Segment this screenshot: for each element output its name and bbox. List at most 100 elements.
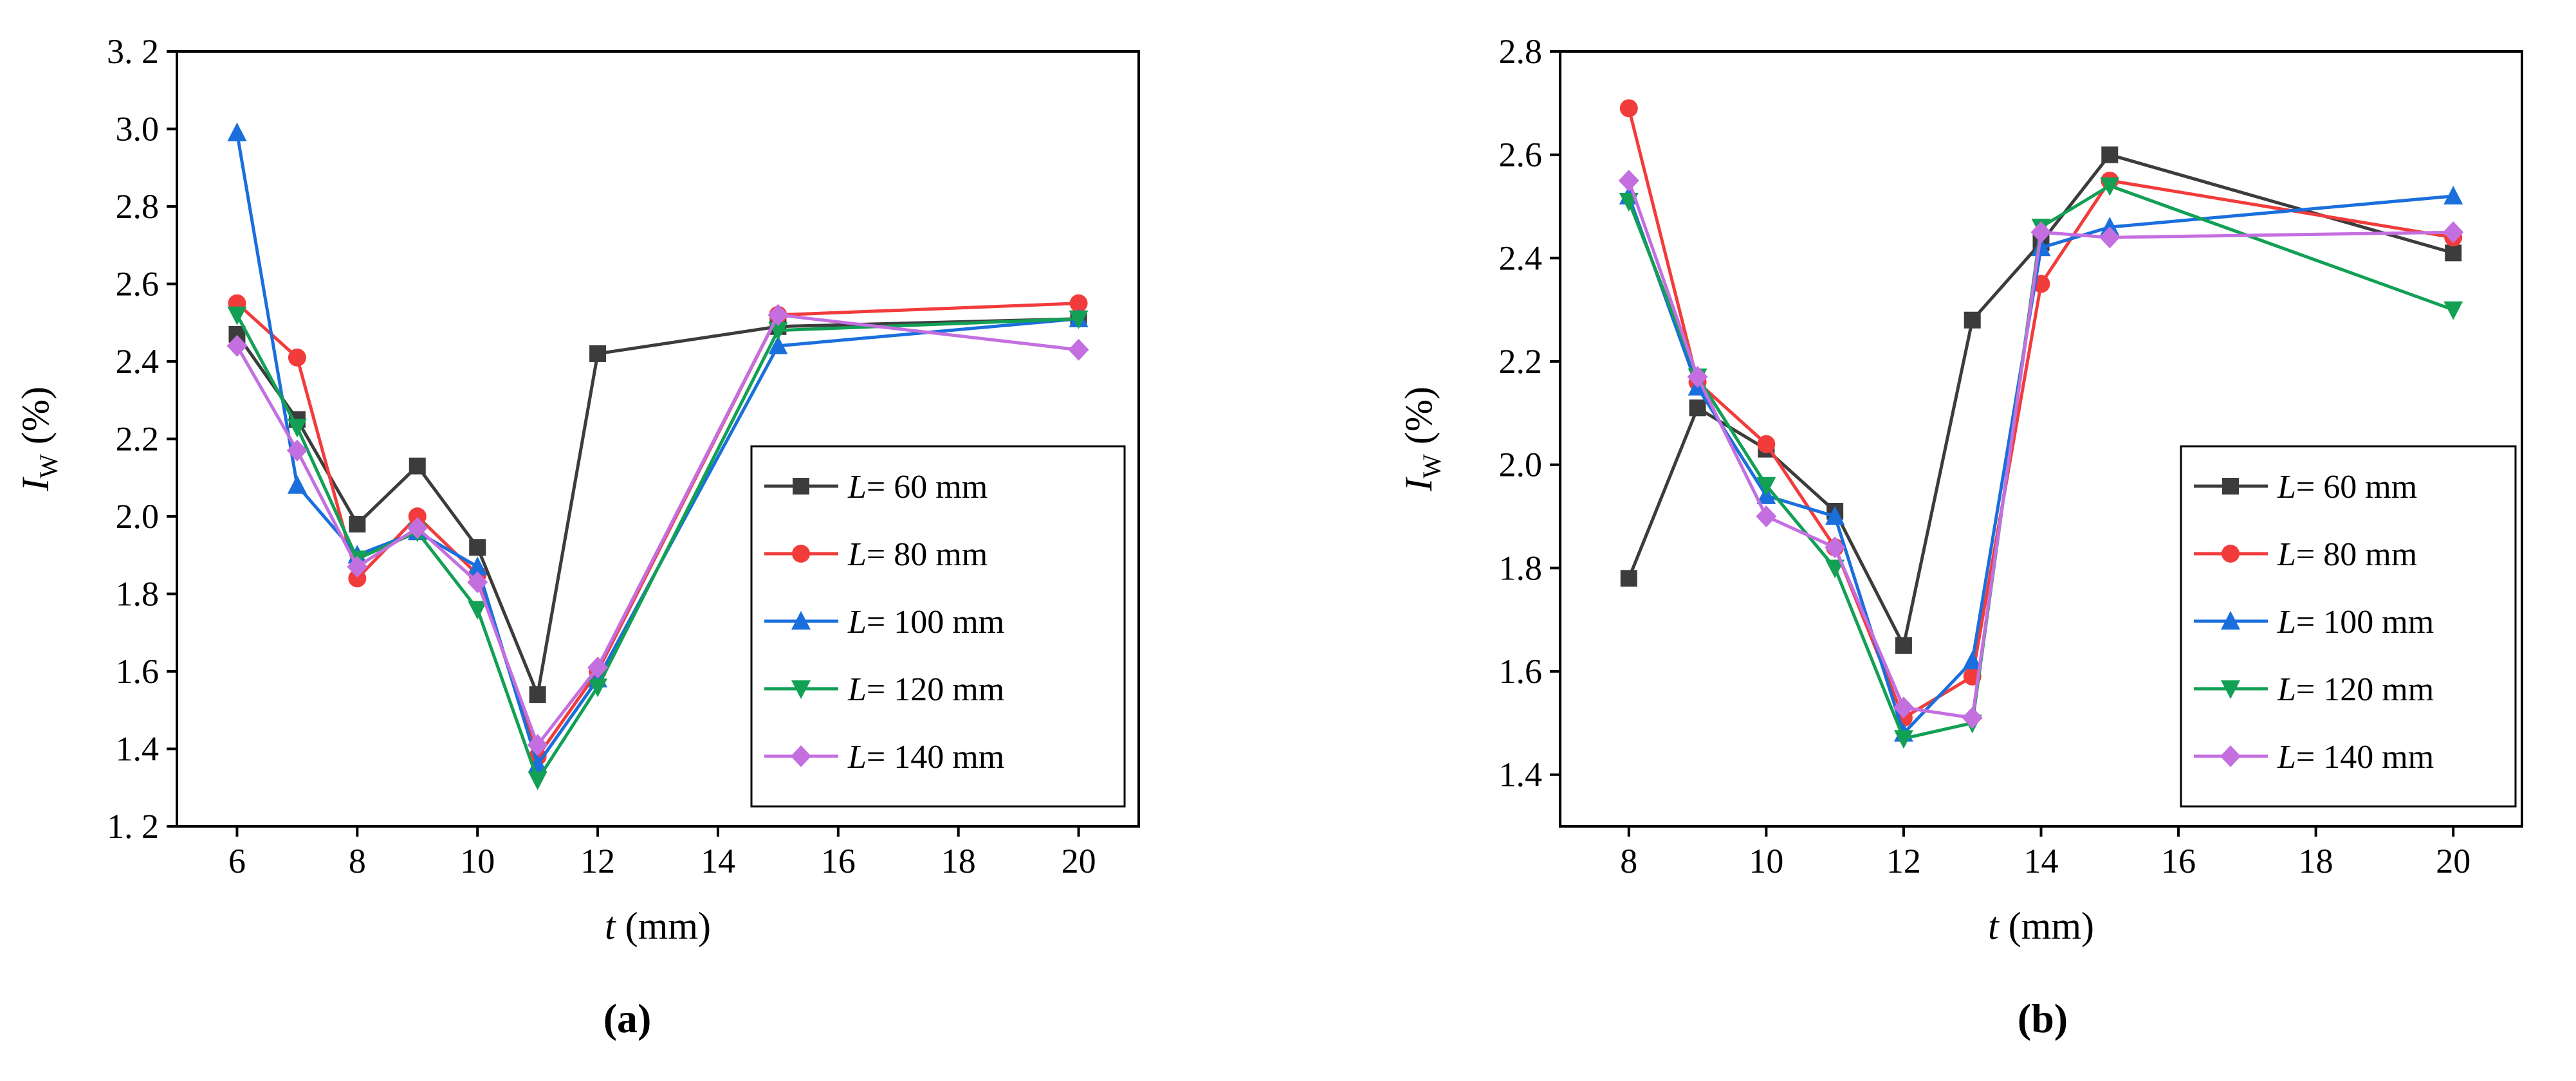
y-tick-label: 2.6 (116, 265, 160, 304)
data-point (1618, 169, 1639, 192)
data-point (1893, 696, 1914, 719)
y-axis-unit: (%) (1397, 386, 1440, 454)
legend-value: = 80 mm (2296, 536, 2417, 573)
y-tick-label: 2.4 (1499, 239, 1543, 277)
y-tick-label: 1.6 (1499, 652, 1543, 691)
x-tick-label: 12 (1886, 842, 1921, 880)
legend-marker (791, 680, 811, 699)
legend-item: L= 140 mm (2194, 739, 2434, 776)
legend-value: = 140 mm (867, 739, 1004, 776)
data-point (287, 419, 307, 438)
legend-item: L= 140 mm (764, 739, 1004, 776)
legend-value: = 100 mm (2296, 604, 2434, 640)
y-tick-label: 2.6 (1499, 136, 1543, 174)
y-tick-label: 2.4 (116, 342, 160, 381)
legend-marker (2220, 745, 2241, 767)
data-point (227, 122, 247, 141)
data-point (1689, 399, 1706, 417)
y-tick-label: 3. 2 (107, 32, 159, 71)
y-axis-subscript: W (34, 454, 63, 478)
data-point (2443, 301, 2463, 320)
legend-marker (792, 545, 810, 563)
legend-label: L= 140 mm (847, 739, 1004, 776)
data-point (1687, 366, 1708, 388)
legend-value: = 120 mm (867, 671, 1004, 708)
data-point (1068, 338, 1089, 361)
y-axis-subscript: W (1417, 454, 1446, 478)
legend-item: L= 80 mm (2194, 536, 2417, 573)
data-point (226, 334, 248, 357)
legend-variable: L (2277, 739, 2296, 776)
y-axis-variable: I (14, 477, 57, 492)
data-point (2099, 226, 2121, 249)
data-point (2100, 217, 2120, 236)
legend-value: = 80 mm (867, 536, 988, 573)
data-point (1893, 730, 1913, 749)
data-point (1619, 99, 1638, 118)
data-point (2101, 146, 2119, 163)
data-point (1962, 707, 1983, 729)
data-point (1825, 536, 1846, 559)
legend-item: L= 80 mm (764, 536, 988, 573)
y-tick-label: 1.6 (116, 652, 160, 691)
legend-item: L= 120 mm (2194, 671, 2434, 708)
data-point (407, 517, 428, 540)
series-140-mm (1618, 169, 2464, 729)
data-point (468, 556, 488, 576)
legend-marker (2222, 545, 2240, 563)
legend-item: L= 60 mm (764, 469, 988, 505)
y-axis-unit: (%) (14, 386, 57, 454)
data-point (1756, 477, 1776, 496)
legend-variable: L (847, 671, 867, 708)
x-tick-label: 6 (228, 842, 246, 880)
legend-item: L= 60 mm (2194, 469, 2417, 505)
legend-label: L= 120 mm (2277, 671, 2434, 708)
legend-label: L= 140 mm (2277, 739, 2434, 776)
data-point (1756, 505, 1777, 527)
panel-caption: (b) (2018, 995, 2068, 1041)
data-point (588, 678, 608, 698)
data-point (286, 439, 308, 462)
y-axis-title: IW (%) (14, 386, 63, 492)
data-point (288, 348, 306, 367)
data-point (1962, 650, 1982, 669)
data-point (587, 656, 609, 678)
data-point (528, 771, 547, 790)
legend-label: L= 60 mm (2277, 469, 2417, 505)
x-tick-label: 10 (1749, 842, 1783, 880)
legend-item: L= 100 mm (2194, 604, 2434, 640)
y-tick-label: 2.0 (1499, 446, 1543, 484)
legend-value: = 60 mm (2296, 469, 2417, 505)
data-point (1895, 637, 1912, 654)
x-axis-variable: t (605, 905, 616, 947)
x-tick-label: 16 (2161, 842, 2196, 880)
chart-panel-a: 6 8 10 12 14 16 18 20 1. 2 1.4 1.6 1.8 2.0 2.2 2.4 2.6 2… (14, 32, 1140, 1041)
data-point (287, 475, 307, 494)
legend-marker (791, 611, 811, 630)
legend-value: = 140 mm (2296, 739, 2434, 776)
legend-variable: L (847, 604, 867, 640)
x-tick-label: 8 (349, 842, 366, 880)
y-axis-variable: I (1397, 477, 1440, 492)
series-140-mm (226, 304, 1089, 756)
data-point (467, 571, 488, 594)
data-point (589, 345, 607, 362)
legend-marker (791, 745, 811, 767)
legend-label: L= 100 mm (2277, 604, 2434, 640)
legend-item: L= 100 mm (764, 604, 1004, 640)
x-tick-label: 20 (1062, 842, 1096, 880)
legend-variable: L (2277, 536, 2296, 573)
y-tick-label: 1.4 (1499, 756, 1543, 794)
y-tick-label: 1.4 (116, 730, 160, 768)
y-tick-label: 2.2 (116, 420, 160, 459)
legend-marker (2221, 680, 2240, 699)
data-point (768, 304, 789, 326)
legend-marker (2221, 611, 2240, 630)
y-tick-label: 2.2 (1499, 342, 1543, 381)
data-point (2443, 221, 2464, 244)
data-point (468, 601, 488, 620)
x-tick-label: 14 (2024, 842, 2059, 880)
data-point (2445, 244, 2462, 262)
data-point (227, 306, 247, 325)
legend-marker (793, 478, 809, 495)
